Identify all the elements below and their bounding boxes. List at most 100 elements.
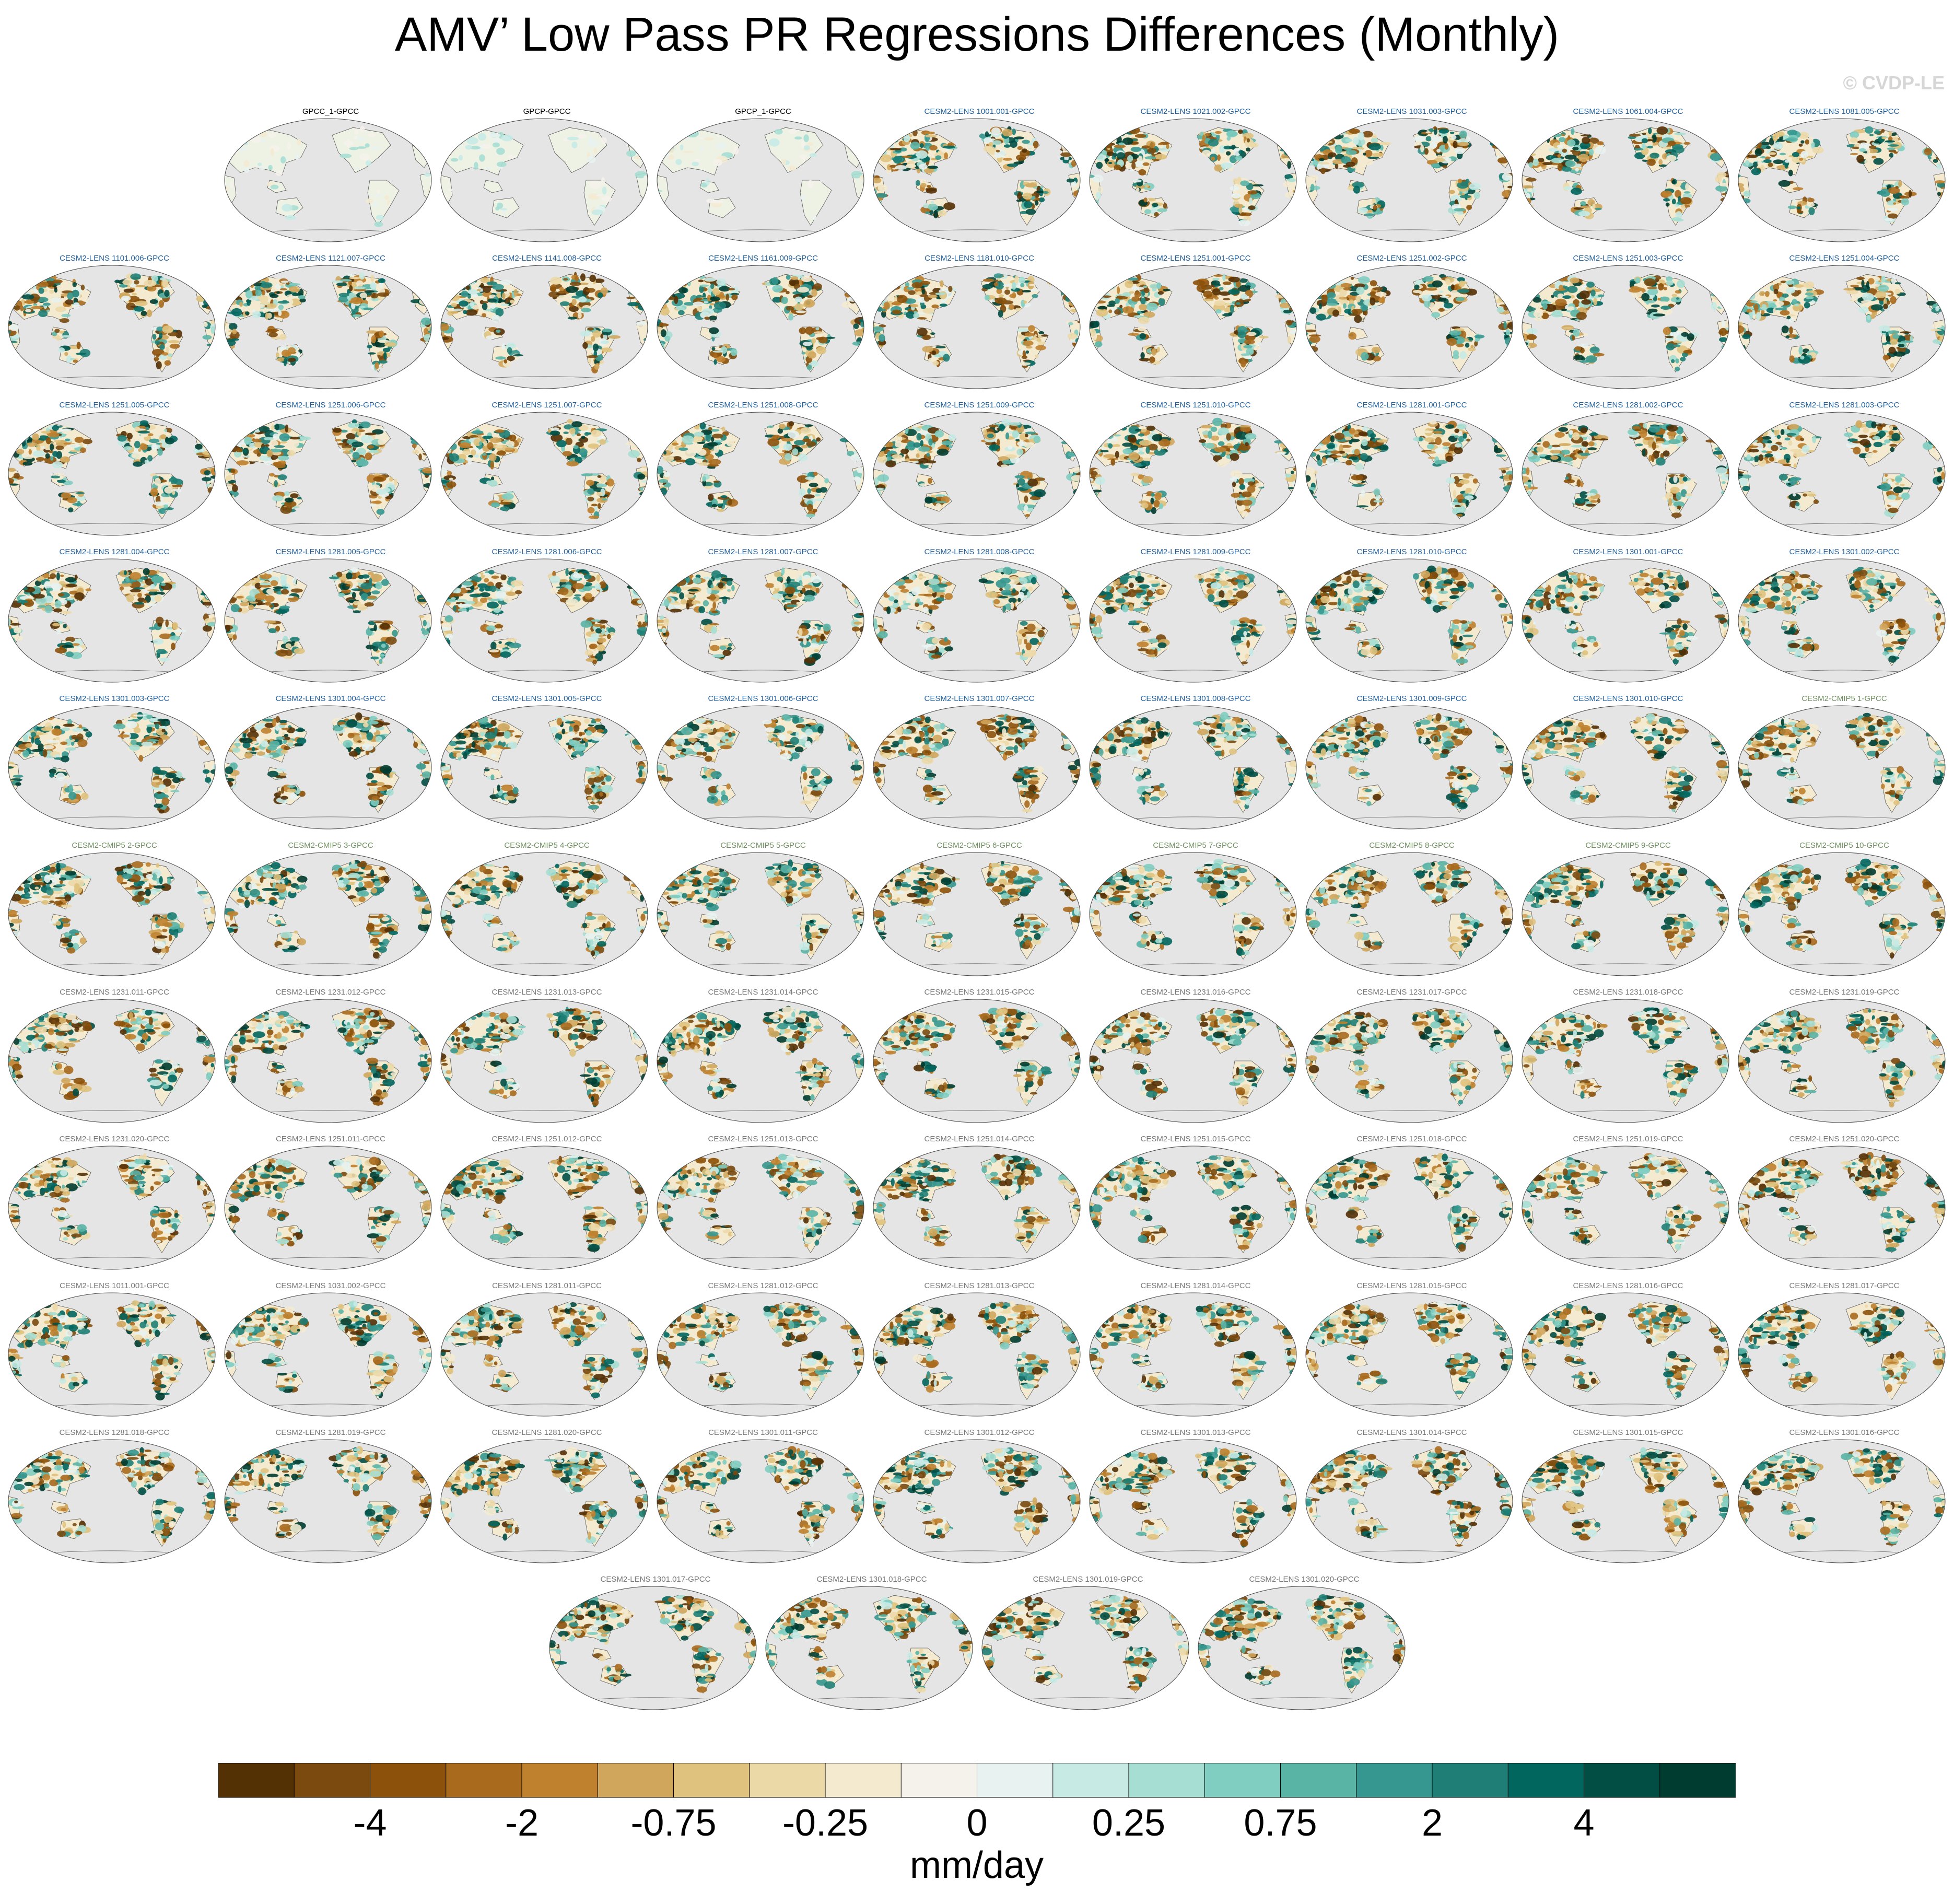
colorbar-tick-label: 4 <box>1573 1802 1594 1844</box>
panel-title: CESM2-LENS 1181.010-GPCC <box>872 254 1086 263</box>
panel-title: CESM2-LENS 1251.001-GPCC <box>1089 254 1303 263</box>
world-map <box>873 1146 1081 1270</box>
panel-title: CESM2-LENS 1301.017-GPCC <box>548 1575 763 1584</box>
colorbar-segment <box>521 1763 599 1798</box>
map-panel: CESM2-LENS 1281.015-GPCC <box>1305 1281 1519 1417</box>
map-panel: CESM2-LENS 1001.001-GPCC <box>872 107 1086 243</box>
world-map <box>873 265 1081 389</box>
panel-title: CESM2-LENS 1301.012-GPCC <box>872 1428 1086 1438</box>
map-panel: CESM2-LENS 1281.012-GPCC <box>656 1281 870 1417</box>
map-panel: CESM2-LENS 1081.005-GPCC <box>1737 107 1951 243</box>
map-panel: CESM2-LENS 1231.013-GPCC <box>440 988 654 1124</box>
panel-title: CESM2-CMIP5 10-GPCC <box>1737 841 1951 850</box>
map-panel: CESM2-LENS 1281.006-GPCC <box>440 547 654 683</box>
world-map <box>1522 705 1729 830</box>
map-panel: CESM2-LENS 1031.003-GPCC <box>1305 107 1519 243</box>
map-panel: CESM2-LENS 1301.001-GPCC <box>1521 547 1735 683</box>
map-panel: CESM2-LENS 1301.003-GPCC <box>7 694 221 830</box>
map-panel: CESM2-LENS 1231.017-GPCC <box>1305 988 1519 1124</box>
panel-title: CESM2-CMIP5 5-GPCC <box>656 841 870 850</box>
world-map <box>1738 265 1946 389</box>
world-map <box>657 705 864 830</box>
map-panel: CESM2-LENS 1301.009-GPCC <box>1305 694 1519 830</box>
panel-title: CESM2-LENS 1281.003-GPCC <box>1737 401 1951 410</box>
panel-title: CESM2-CMIP5 7-GPCC <box>1089 841 1303 850</box>
panel-title: CESM2-LENS 1301.007-GPCC <box>872 694 1086 704</box>
world-map <box>1522 265 1729 389</box>
map-panel: CESM2-CMIP5 4-GPCC <box>440 841 654 977</box>
panel-title: CESM2-LENS 1301.006-GPCC <box>656 694 870 704</box>
world-map <box>873 412 1081 536</box>
map-panel: CESM2-LENS 1301.008-GPCC <box>1089 694 1303 830</box>
world-map <box>224 705 432 830</box>
panel-title: CESM2-LENS 1251.012-GPCC <box>440 1135 654 1144</box>
world-map <box>1522 118 1729 242</box>
colorbar-segment <box>218 1763 295 1798</box>
colorbar-tick-label: -0.25 <box>782 1802 868 1844</box>
map-panel: CESM2-LENS 1251.020-GPCC <box>1737 1135 1951 1270</box>
world-map <box>1738 705 1946 830</box>
panel-title: CESM2-LENS 1161.009-GPCC <box>656 254 870 263</box>
map-panel: CESM2-LENS 1251.003-GPCC <box>1521 254 1735 390</box>
panel-title: CESM2-LENS 1301.020-GPCC <box>1197 1575 1411 1584</box>
world-map <box>1738 999 1946 1123</box>
colorbar-segment <box>1507 1763 1585 1798</box>
map-panel: CESM2-LENS 1251.019-GPCC <box>1521 1135 1735 1270</box>
world-map <box>1738 1439 1946 1563</box>
world-map <box>440 1292 648 1417</box>
world-map <box>657 1439 864 1563</box>
world-map <box>765 1586 973 1710</box>
panel-title: CESM2-LENS 1231.017-GPCC <box>1305 988 1519 997</box>
panel-title: CESM2-LENS 1231.020-GPCC <box>7 1135 221 1144</box>
world-map <box>873 999 1081 1123</box>
panel-title: CESM2-LENS 1281.005-GPCC <box>224 547 438 557</box>
world-map <box>657 852 864 976</box>
map-panel: CESM2-LENS 1251.015-GPCC <box>1089 1135 1303 1270</box>
world-map <box>657 1146 864 1270</box>
colorbar-tick-label: -0.75 <box>630 1802 716 1844</box>
world-map <box>1305 118 1513 242</box>
panel-title: CESM2-LENS 1301.014-GPCC <box>1305 1428 1519 1438</box>
colorbar-units: mm/day <box>910 1844 1044 1887</box>
panel-title: CESM2-LENS 1281.020-GPCC <box>440 1428 654 1438</box>
panel-title: CESM2-LENS 1251.004-GPCC <box>1737 254 1951 263</box>
world-map <box>224 852 432 976</box>
panel-title: CESM2-LENS 1231.018-GPCC <box>1521 988 1735 997</box>
map-panel: CESM2-LENS 1251.007-GPCC <box>440 401 654 536</box>
map-panel: CESM2-LENS 1161.009-GPCC <box>656 254 870 390</box>
panel-title: CESM2-LENS 1231.012-GPCC <box>224 988 438 997</box>
map-panel: CESM2-LENS 1231.012-GPCC <box>224 988 438 1124</box>
world-map <box>657 558 864 683</box>
colorbar-segment <box>1052 1763 1129 1798</box>
colorbar-segment <box>900 1763 978 1798</box>
world-map <box>1089 999 1297 1123</box>
map-panel: CESM2-LENS 1281.014-GPCC <box>1089 1281 1303 1417</box>
panel-title: CESM2-LENS 1231.013-GPCC <box>440 988 654 997</box>
world-map <box>1738 412 1946 536</box>
map-panel: CESM2-LENS 1141.008-GPCC <box>440 254 654 390</box>
colorbar-segment <box>1128 1763 1206 1798</box>
colorbar-segment <box>1280 1763 1357 1798</box>
map-panel: CESM2-CMIP5 8-GPCC <box>1305 841 1519 977</box>
panel-title: CESM2-LENS 1031.003-GPCC <box>1305 107 1519 116</box>
panel-title: CESM2-LENS 1011.001-GPCC <box>7 1281 221 1291</box>
world-map <box>224 999 432 1123</box>
panel-title: CESM2-LENS 1301.010-GPCC <box>1521 694 1735 704</box>
world-map <box>8 705 216 830</box>
world-map <box>657 118 864 242</box>
figure-title: AMV’ Low Pass PR Regressions Differences… <box>0 7 1954 62</box>
world-map <box>8 852 216 976</box>
colorbar-segment <box>1584 1763 1660 1798</box>
world-map <box>8 558 216 683</box>
map-panel: CESM2-CMIP5 6-GPCC <box>872 841 1086 977</box>
map-panel: CESM2-LENS 1231.020-GPCC <box>7 1135 221 1270</box>
panel-title: CESM2-LENS 1301.001-GPCC <box>1521 547 1735 557</box>
world-map <box>440 1146 648 1270</box>
map-panel: CESM2-LENS 1281.001-GPCC <box>1305 401 1519 536</box>
panel-title: CESM2-LENS 1251.020-GPCC <box>1737 1135 1951 1144</box>
map-panel: CESM2-LENS 1301.011-GPCC <box>656 1428 870 1564</box>
panel-title: CESM2-LENS 1281.008-GPCC <box>872 547 1086 557</box>
map-panel: CESM2-LENS 1281.013-GPCC <box>872 1281 1086 1417</box>
panel-title: CESM2-LENS 1301.015-GPCC <box>1521 1428 1735 1438</box>
world-map <box>1522 558 1729 683</box>
